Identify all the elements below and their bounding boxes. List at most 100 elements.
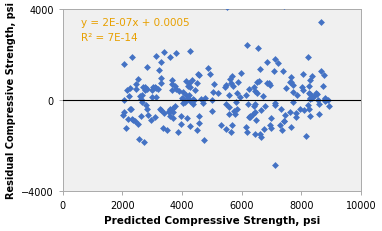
Point xyxy=(283,87,290,91)
Point xyxy=(228,82,234,86)
Point xyxy=(317,21,324,25)
Point xyxy=(156,69,162,73)
Point xyxy=(254,92,260,96)
Point xyxy=(136,137,142,141)
Point xyxy=(226,106,232,110)
Point xyxy=(233,101,239,104)
Point xyxy=(161,112,167,115)
Point xyxy=(120,114,126,117)
Point xyxy=(244,131,250,134)
Point xyxy=(260,95,266,99)
Point xyxy=(209,110,215,113)
Point xyxy=(234,92,240,95)
Point xyxy=(288,80,294,84)
Point xyxy=(249,112,256,116)
Point xyxy=(130,119,136,122)
Point xyxy=(169,83,175,86)
Point xyxy=(281,119,287,123)
Point xyxy=(251,105,257,109)
Point xyxy=(251,86,257,90)
Point xyxy=(287,110,293,114)
Point xyxy=(223,103,229,107)
Point xyxy=(290,90,296,94)
Point xyxy=(307,115,313,118)
Point xyxy=(148,119,154,122)
Point xyxy=(228,131,234,134)
Point xyxy=(194,129,201,132)
Point xyxy=(187,86,193,89)
Point xyxy=(224,6,230,10)
Point xyxy=(299,73,306,77)
Point xyxy=(139,101,145,104)
Point xyxy=(312,94,318,98)
Point xyxy=(267,84,274,88)
Y-axis label: Residual Compressive Strength, psi: Residual Compressive Strength, psi xyxy=(6,2,16,198)
Point xyxy=(297,108,303,112)
Point xyxy=(247,115,253,119)
Point xyxy=(201,96,207,100)
Point xyxy=(272,58,278,62)
Point xyxy=(139,94,145,98)
Point xyxy=(159,82,165,85)
Point xyxy=(307,79,313,83)
Point xyxy=(135,78,141,82)
Point xyxy=(186,82,192,86)
Point xyxy=(169,89,175,92)
Point xyxy=(252,132,258,136)
Point xyxy=(138,115,144,119)
Point xyxy=(321,73,327,77)
Point xyxy=(267,124,273,127)
Point xyxy=(226,93,232,97)
Point xyxy=(243,94,249,97)
Point xyxy=(232,112,238,116)
Point xyxy=(306,91,312,95)
Point xyxy=(272,101,278,105)
Point xyxy=(129,56,135,59)
Point xyxy=(121,110,128,114)
Point xyxy=(264,81,270,85)
Point xyxy=(320,85,327,88)
Point xyxy=(258,136,264,139)
Point xyxy=(124,89,130,93)
Point xyxy=(190,98,196,102)
Point xyxy=(307,98,313,102)
Point xyxy=(264,61,270,65)
X-axis label: Predicted Compressive Strength, psi: Predicted Compressive Strength, psi xyxy=(104,216,320,225)
Point xyxy=(312,92,319,96)
Point xyxy=(185,97,191,101)
Point xyxy=(180,101,186,105)
Point xyxy=(197,98,204,102)
Point xyxy=(235,81,241,85)
Point xyxy=(172,85,178,89)
Point xyxy=(278,107,284,111)
Point xyxy=(188,79,194,83)
Point xyxy=(141,141,147,145)
Point xyxy=(318,69,324,73)
Point xyxy=(294,94,300,97)
Point xyxy=(196,121,202,125)
Point xyxy=(210,91,216,94)
Point xyxy=(215,91,221,95)
Point xyxy=(222,86,228,90)
Point xyxy=(127,87,133,90)
Point xyxy=(144,108,150,112)
Point xyxy=(252,110,258,114)
Point xyxy=(228,75,235,79)
Point xyxy=(137,95,143,98)
Point xyxy=(322,100,328,103)
Point xyxy=(185,117,191,121)
Point xyxy=(325,105,332,109)
Point xyxy=(293,112,299,115)
Point xyxy=(200,102,206,105)
Point xyxy=(247,116,253,120)
Point xyxy=(179,97,185,100)
Point xyxy=(126,94,132,98)
Point xyxy=(182,101,188,105)
Point xyxy=(175,130,181,134)
Point xyxy=(144,66,151,70)
Point xyxy=(180,97,186,101)
Point xyxy=(278,128,285,132)
Point xyxy=(167,115,173,119)
Point xyxy=(121,99,127,103)
Point xyxy=(153,55,159,58)
